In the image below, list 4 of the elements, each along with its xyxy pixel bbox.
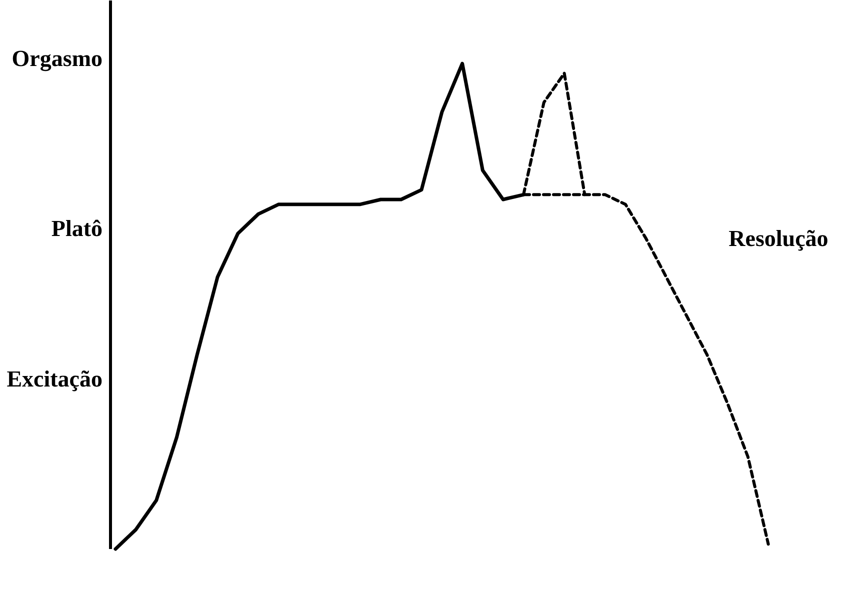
annotation: Resolução	[728, 226, 828, 251]
text: Platô	[51, 216, 103, 242]
text: Orgasmo	[12, 46, 103, 72]
text: Excitação	[6, 366, 103, 392]
